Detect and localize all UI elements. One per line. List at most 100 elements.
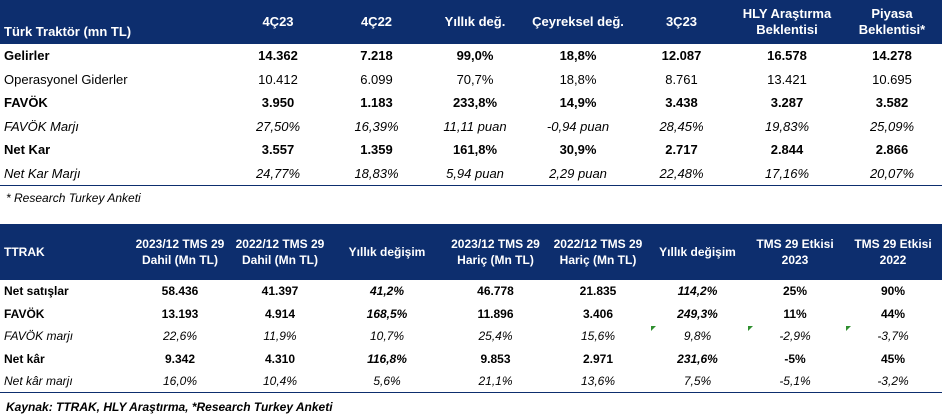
data-cell: 10,7% xyxy=(369,329,405,344)
data-cell: 3.406 xyxy=(582,306,614,321)
data-cell: 3.438 xyxy=(665,95,698,111)
data-cell: 21,1% xyxy=(444,370,547,393)
data-cell: 25% xyxy=(782,284,808,299)
data-cell: 58.436 xyxy=(161,284,199,299)
tms29-header-cell: Yıllık değişim xyxy=(659,245,736,259)
data-cell: 6.099 xyxy=(360,71,393,87)
data-cell: 5,6% xyxy=(330,370,444,393)
data-cell: 233,8% xyxy=(452,95,498,111)
row-label: FAVÖK Marjı xyxy=(4,118,79,134)
data-cell: 22,6% xyxy=(162,329,198,344)
data-cell: 168,5% xyxy=(366,306,408,321)
data-cell: -5,1% xyxy=(746,370,844,393)
row-label: Gelirler xyxy=(4,48,50,64)
tms29-row: Net kâr marjı 16,0% 10,4% 5,6% 21,1% 13,6% 7,5… xyxy=(0,370,942,393)
tms29-table: TTRAK 2023/12 TMS 29 Dahil (Mn TL) 2022/… xyxy=(0,224,942,393)
data-cell: 1.359 xyxy=(360,142,393,158)
data-cell: 27,50% xyxy=(255,118,301,134)
tms29-header-cell: TTRAK xyxy=(4,245,45,259)
results-row: Operasyonel Giderler 10.412 6.099 70,7% 18,8… xyxy=(0,68,942,92)
data-cell: 3.950 xyxy=(261,95,295,111)
data-cell: 1.183 xyxy=(360,95,393,111)
data-cell: 45% xyxy=(880,351,906,366)
data-cell: 2,29 puan xyxy=(525,161,631,186)
tms29-row: Net satışlar 58.436 41.397 41,2% 46.778 21.83… xyxy=(0,280,942,303)
row-label: Net kâr xyxy=(4,351,45,366)
data-cell: 14.278 xyxy=(872,48,912,64)
results-header-cell: 4Ç23 xyxy=(262,14,294,29)
data-cell: 18,8% xyxy=(559,71,597,87)
row-label: Operasyonel Giderler xyxy=(4,71,128,87)
data-cell: 19,83% xyxy=(764,118,810,134)
data-cell: 21.835 xyxy=(579,284,617,299)
data-cell: 16.578 xyxy=(767,48,807,64)
data-cell: 13.193 xyxy=(161,306,199,321)
results-row: Net Kar 3.557 1.359 161,8% 30,9% 2.717 2.844 2.… xyxy=(0,138,942,162)
data-cell: 2.971 xyxy=(582,351,614,366)
data-cell: 3.287 xyxy=(770,95,804,111)
data-cell: 41,2% xyxy=(369,284,405,299)
row-label: FAVÖK xyxy=(4,95,48,111)
data-cell: 18,83% xyxy=(328,161,425,186)
data-cell: 16,39% xyxy=(354,118,399,134)
data-cell: 10.695 xyxy=(872,71,912,87)
data-cell: 17,16% xyxy=(732,161,842,186)
tms29-row: Net kâr 9.342 4.310 116,8% 9.853 2.971 231,6% -… xyxy=(0,348,942,371)
data-cell: 24,77% xyxy=(228,161,328,186)
cell-comment-flag-icon xyxy=(748,326,753,331)
cell-comment-flag-icon xyxy=(651,326,656,331)
results-header-cell: Türk Traktör (mn TL) xyxy=(4,24,132,39)
tms29-header-cell: 2022/12 TMS 29 Dahil (Mn TL) xyxy=(235,237,325,267)
data-cell: 22,48% xyxy=(631,161,732,186)
cell-comment-flag-icon xyxy=(846,326,851,331)
data-cell: 13.421 xyxy=(767,71,807,87)
results-header-cell: Yıllık değ. xyxy=(444,14,506,29)
data-cell: -0,94 puan xyxy=(546,118,610,134)
data-cell: 11% xyxy=(783,306,807,321)
data-cell: 25,4% xyxy=(478,329,513,344)
data-cell: 11,11 puan xyxy=(443,118,507,134)
results-table: Türk Traktör (mn TL) 4Ç23 4Ç22 Yıllık de… xyxy=(0,0,942,186)
results-header-row: Türk Traktör (mn TL) 4Ç23 4Ç22 Yıllık de… xyxy=(0,0,942,44)
data-cell: 249,3% xyxy=(677,306,718,321)
data-cell: 16,0% xyxy=(130,370,230,393)
results-header-cell: 4Ç22 xyxy=(360,14,393,29)
tms29-header-cell: TMS 29 Etkisi 2022 xyxy=(854,237,932,267)
data-cell: 14.362 xyxy=(258,48,298,64)
data-cell: 30,9% xyxy=(559,142,597,158)
data-cell: 161,8% xyxy=(452,142,498,158)
data-cell: 8.761 xyxy=(665,71,698,87)
data-cell: 9.342 xyxy=(164,351,196,366)
data-cell: 90% xyxy=(880,284,906,299)
data-cell: 5,94 puan xyxy=(425,161,525,186)
row-label: Net Kar Marjı xyxy=(0,161,228,186)
data-cell: -3,7% xyxy=(844,325,942,348)
data-cell: 3.557 xyxy=(261,142,295,158)
data-cell: 4.310 xyxy=(264,351,296,366)
data-cell: 41.397 xyxy=(261,284,299,299)
data-cell: 10,4% xyxy=(230,370,330,393)
row-label: Net satışlar xyxy=(4,284,69,299)
results-header-cell: Çeyreksel değ. xyxy=(532,14,624,29)
data-cell: -5% xyxy=(784,351,806,366)
tms29-header-cell: TMS 29 Etkisi 2023 xyxy=(756,237,834,267)
data-cell: 20,07% xyxy=(842,161,942,186)
tms29-row: FAVÖK 13.193 4.914 168,5% 11.896 3.406 249,3% 1… xyxy=(0,303,942,326)
tms29-header-cell: 2022/12 TMS 29 Hariç (Mn TL) xyxy=(553,237,643,267)
data-cell: 116,8% xyxy=(367,351,407,366)
data-cell: 114,2% xyxy=(677,284,718,299)
row-label: FAVÖK xyxy=(4,306,45,321)
results-row: FAVÖK Marjı 27,50% 16,39% 11,11 puan -0,94 p… xyxy=(0,115,942,139)
data-cell: 12.087 xyxy=(661,48,702,64)
data-cell: 231,6% xyxy=(677,351,718,366)
data-cell: 14,9% xyxy=(559,95,597,111)
tms29-header-cell: 2023/12 TMS 29 Dahil (Mn TL) xyxy=(135,237,225,267)
row-label: Net kâr marjı xyxy=(0,370,130,393)
data-cell: 10.412 xyxy=(258,71,298,87)
data-cell: 13,6% xyxy=(547,370,649,393)
data-cell: 3.582 xyxy=(875,95,909,111)
data-cell: 28,45% xyxy=(659,118,704,134)
data-cell: 9.853 xyxy=(480,351,511,366)
tms29-header-row: TTRAK 2023/12 TMS 29 Dahil (Mn TL) 2022/… xyxy=(0,224,942,280)
data-cell: 18,8% xyxy=(559,48,597,64)
